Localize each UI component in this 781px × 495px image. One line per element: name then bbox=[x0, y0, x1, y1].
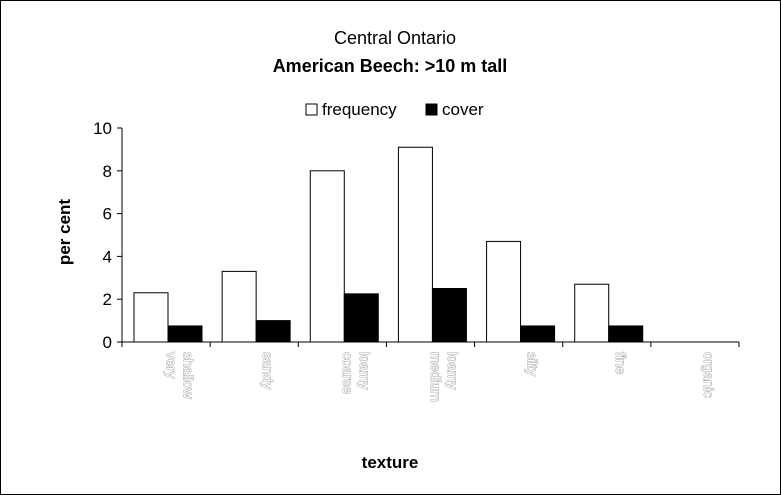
legend: frequency cover bbox=[305, 100, 484, 119]
legend-cover-swatch bbox=[425, 103, 438, 116]
bar-frequency bbox=[309, 170, 345, 343]
x-tick-label: coarse bbox=[340, 352, 356, 394]
x-tick-label: loamy bbox=[357, 352, 373, 389]
bar-cover bbox=[167, 325, 203, 343]
x-tick-label: organic bbox=[701, 352, 717, 398]
y-tick-label: 0 bbox=[103, 333, 112, 352]
bar-frequency bbox=[574, 283, 610, 343]
chart-subtitle: American Beech: >10 m tall bbox=[273, 56, 508, 76]
bar-cover bbox=[520, 325, 556, 343]
x-tick-label: fine bbox=[613, 352, 629, 375]
bar-frequency bbox=[221, 270, 257, 343]
y-tick-label: 6 bbox=[103, 205, 112, 224]
bar-frequency bbox=[133, 292, 169, 343]
x-axis-label: texture bbox=[362, 453, 419, 472]
legend-frequency-swatch bbox=[305, 103, 318, 116]
x-tick-label: sandy bbox=[260, 352, 276, 389]
bar-cover bbox=[431, 288, 467, 343]
chart-title: Central Ontario bbox=[334, 28, 456, 48]
x-tick-label: very bbox=[164, 352, 180, 378]
legend-cover-label: cover bbox=[442, 100, 484, 119]
bar-cover bbox=[608, 325, 644, 343]
y-tick-label: 4 bbox=[103, 247, 112, 266]
x-tick-label: shallow bbox=[181, 352, 197, 400]
x-tick-label: loamy bbox=[445, 352, 461, 389]
y-tick-label: 8 bbox=[103, 162, 112, 181]
bar-cover bbox=[255, 320, 291, 343]
y-axis-label: per cent bbox=[55, 199, 74, 265]
y-tick-label: 10 bbox=[93, 119, 112, 138]
legend-frequency-label: frequency bbox=[322, 100, 397, 119]
bar-frequency bbox=[397, 146, 433, 343]
bar-cover bbox=[343, 293, 379, 343]
y-tick-label: 2 bbox=[103, 290, 112, 309]
bar-frequency bbox=[486, 240, 522, 343]
x-tick-label: medium bbox=[428, 352, 444, 402]
x-tick-label: silty bbox=[525, 352, 541, 376]
